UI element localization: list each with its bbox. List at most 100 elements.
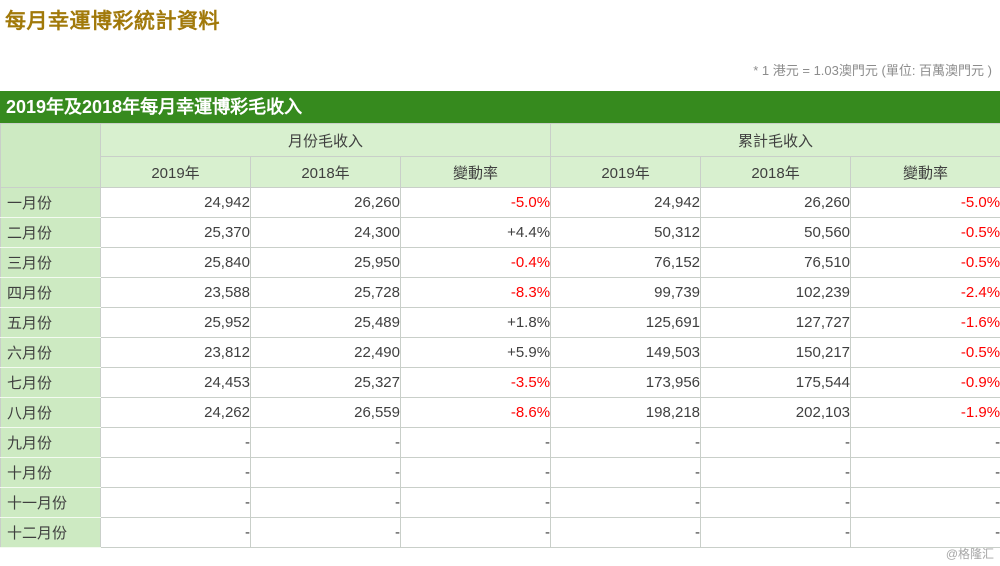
table-row: 十月份 - - - - - - xyxy=(0,457,1000,488)
cell-monthly-2019: 23,812 xyxy=(100,337,251,368)
gaming-revenue-table: 月份毛收入 累計毛收入 2019年 2018年 變動率 2019年 2018年 … xyxy=(0,123,1000,548)
table-row: 九月份 - - - - - - xyxy=(0,427,1000,458)
cell-cumulative-2018: 26,260 xyxy=(700,187,852,218)
cell-month: 十一月份 xyxy=(0,487,101,518)
cell-cumulative-2018: 202,103 xyxy=(700,397,852,428)
corner-cell xyxy=(0,123,101,188)
cell-cumulative-2019: 24,942 xyxy=(550,187,702,218)
cell-month: 三月份 xyxy=(0,247,101,278)
cell-cumulative-2018: 102,239 xyxy=(700,277,852,308)
table-row: 四月份 23,588 25,728 -8.3% 99,739 102,239 -… xyxy=(0,277,1000,308)
cell-monthly-2018: 25,950 xyxy=(250,247,401,278)
cell-monthly-2019: - xyxy=(100,517,251,548)
cell-monthly-2019: - xyxy=(100,457,251,488)
cell-monthly-2019: 24,262 xyxy=(100,397,251,428)
cell-cumulative-2018: 150,217 xyxy=(700,337,852,368)
cell-monthly-2018: - xyxy=(250,427,401,458)
group-header-cumulative: 累計毛收入 xyxy=(550,123,1000,157)
cell-monthly-change: -5.0% xyxy=(399,187,552,218)
cell-monthly-change: - xyxy=(399,517,552,548)
cell-monthly-2018: 22,490 xyxy=(250,337,401,368)
cell-monthly-2019: - xyxy=(100,427,251,458)
cell-monthly-change: +1.8% xyxy=(399,307,552,338)
cell-cumulative-2018: - xyxy=(700,457,852,488)
cell-monthly-change: -8.3% xyxy=(399,277,552,308)
cell-cumulative-2018: - xyxy=(700,517,852,548)
cell-monthly-2019: 24,942 xyxy=(100,187,251,218)
cell-cumulative-2018: - xyxy=(700,427,852,458)
cell-cumulative-2019: 173,956 xyxy=(550,367,702,398)
cell-monthly-2018: 25,728 xyxy=(250,277,401,308)
col-header-cumulative-2018: 2018年 xyxy=(700,156,852,188)
cell-cumulative-2019: - xyxy=(550,427,702,458)
table-row: 十一月份 - - - - - - xyxy=(0,487,1000,518)
cell-cumulative-2019: 198,218 xyxy=(550,397,702,428)
cell-monthly-change: - xyxy=(399,457,552,488)
col-header-cumulative-2019: 2019年 xyxy=(550,156,702,188)
cell-monthly-change: - xyxy=(399,427,552,458)
cell-cumulative-2018: 175,544 xyxy=(700,367,852,398)
cell-cumulative-2019: 149,503 xyxy=(550,337,702,368)
cell-cumulative-2019: - xyxy=(550,487,702,518)
cell-month: 九月份 xyxy=(0,427,101,458)
cell-cumulative-change: - xyxy=(850,517,1000,548)
cell-monthly-2018: - xyxy=(250,487,401,518)
cell-cumulative-change: -2.4% xyxy=(850,277,1000,308)
cell-cumulative-2019: 125,691 xyxy=(550,307,702,338)
cell-cumulative-change: - xyxy=(850,427,1000,458)
table-row: 十二月份 - - - - - - xyxy=(0,517,1000,548)
exchange-rate-unit-note: * 1 港元 = 1.03澳門元 (單位: 百萬澳門元 ) xyxy=(753,63,992,78)
table-row: 三月份 25,840 25,950 -0.4% 76,152 76,510 -0… xyxy=(0,247,1000,278)
cell-monthly-change: +5.9% xyxy=(399,337,552,368)
cell-cumulative-2018: - xyxy=(700,487,852,518)
cell-cumulative-2019: 50,312 xyxy=(550,217,702,248)
cell-cumulative-change: -5.0% xyxy=(850,187,1000,218)
cell-cumulative-2018: 50,560 xyxy=(700,217,852,248)
cell-cumulative-2019: - xyxy=(550,457,702,488)
table-row: 八月份 24,262 26,559 -8.6% 198,218 202,103 … xyxy=(0,397,1000,428)
cell-cumulative-change: -0.5% xyxy=(850,337,1000,368)
cell-month: 五月份 xyxy=(0,307,101,338)
cell-monthly-change: -3.5% xyxy=(399,367,552,398)
cell-month: 十月份 xyxy=(0,457,101,488)
cell-cumulative-2018: 76,510 xyxy=(700,247,852,278)
cell-month: 八月份 xyxy=(0,397,101,428)
cell-monthly-2018: - xyxy=(250,517,401,548)
col-header-monthly-2018: 2018年 xyxy=(250,156,401,188)
cell-month: 二月份 xyxy=(0,217,101,248)
cell-monthly-change: -8.6% xyxy=(399,397,552,428)
cell-monthly-2018: 26,559 xyxy=(250,397,401,428)
cell-cumulative-2019: 99,739 xyxy=(550,277,702,308)
column-header-row: 2019年 2018年 變動率 2019年 2018年 變動率 xyxy=(1,156,1000,188)
cell-monthly-2019: 25,370 xyxy=(100,217,251,248)
table-row: 六月份 23,812 22,490 +5.9% 149,503 150,217 … xyxy=(0,337,1000,368)
cell-monthly-2019: - xyxy=(100,487,251,518)
cell-cumulative-change: -0.5% xyxy=(850,247,1000,278)
table-title-banner: 2019年及2018年每月幸運博彩毛收入 xyxy=(0,91,1000,123)
table-row: 五月份 25,952 25,489 +1.8% 125,691 127,727 … xyxy=(0,307,1000,338)
cell-monthly-2018: 25,489 xyxy=(250,307,401,338)
cell-cumulative-change: -0.9% xyxy=(850,367,1000,398)
col-header-monthly-2019: 2019年 xyxy=(100,156,251,188)
page-title: 每月幸運博彩統計資料 xyxy=(5,10,220,33)
group-header-row: 月份毛收入 累計毛收入 xyxy=(0,123,1000,188)
cell-monthly-2019: 24,453 xyxy=(100,367,251,398)
cell-monthly-2019: 23,588 xyxy=(100,277,251,308)
cell-monthly-change: -0.4% xyxy=(399,247,552,278)
cell-monthly-change: +4.4% xyxy=(399,217,552,248)
cell-monthly-change: - xyxy=(399,487,552,518)
cell-month: 十二月份 xyxy=(0,517,101,548)
cell-monthly-2018: 25,327 xyxy=(250,367,401,398)
cell-cumulative-change: - xyxy=(850,457,1000,488)
col-header-monthly-change: 變動率 xyxy=(399,156,552,188)
cell-monthly-2019: 25,840 xyxy=(100,247,251,278)
cell-cumulative-2018: 127,727 xyxy=(700,307,852,338)
cell-month: 七月份 xyxy=(0,367,101,398)
cell-cumulative-change: -1.6% xyxy=(850,307,1000,338)
cell-cumulative-change: - xyxy=(850,487,1000,518)
table-row: 二月份 25,370 24,300 +4.4% 50,312 50,560 -0… xyxy=(0,217,1000,248)
watermark: @格隆汇 xyxy=(945,547,994,561)
group-header-monthly: 月份毛收入 xyxy=(99,123,552,157)
table-row: 一月份 24,942 26,260 -5.0% 24,942 26,260 -5… xyxy=(0,187,1000,218)
cell-cumulative-change: -1.9% xyxy=(850,397,1000,428)
